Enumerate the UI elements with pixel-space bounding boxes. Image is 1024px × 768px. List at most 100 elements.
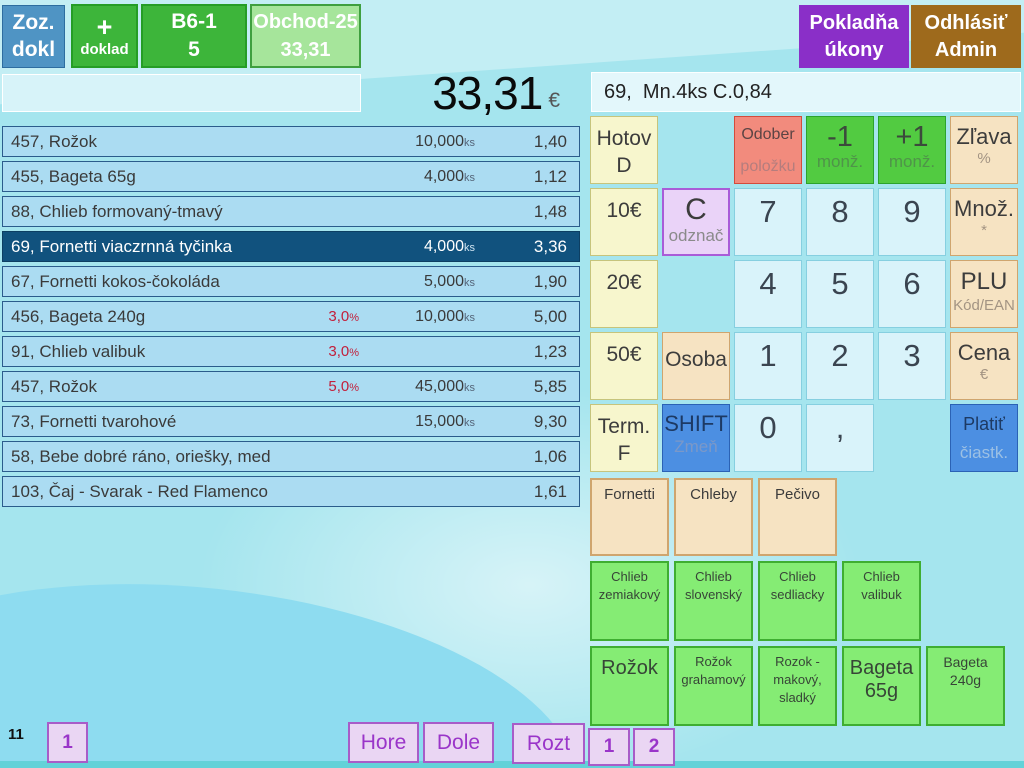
item-name: 88, Chlieb formovaný-tmavý [11, 201, 223, 221]
product-row-2: Rožok Rožok grahamový Rozok - makový, sl… [590, 646, 1005, 726]
page-1-button[interactable]: 1 [47, 722, 88, 763]
page-indicator: 11 [8, 726, 24, 743]
list-item-selected[interactable]: 69, Fornetti viaczrnná tyčinka 4,000ks 3… [2, 231, 580, 262]
list-item[interactable]: 73, Fornetti tvarohové 15,000ks 9,30 [2, 406, 580, 437]
item-price: 1,61 [533, 481, 567, 501]
remove-item-button[interactable]: Odober položku [734, 116, 802, 184]
category-row: Fornetti Chleby Pečivo [590, 478, 837, 556]
item-price: 1,90 [533, 271, 567, 291]
item-name: 69, Fornetti viaczrnná tyčinka [11, 236, 233, 256]
pay-partial-button[interactable]: Platiť čiastk. [950, 404, 1018, 472]
item-qty: 4,000ks [423, 237, 475, 255]
cash-d-button[interactable]: Hotov D [590, 116, 658, 184]
item-name: 456, Bageta 240g [11, 306, 146, 326]
keypad: Hotov D Odober položku -1 monž. +1 monž.… [590, 116, 1018, 472]
quantity-button[interactable]: Množ. * [950, 188, 1018, 256]
plus-one-qty-button[interactable]: +1 monž. [878, 116, 946, 184]
list-item[interactable]: 457, Rožok 5,0% 45,000ks 5,85 [2, 371, 580, 402]
expand-button[interactable]: Rozt [512, 723, 585, 764]
person-button[interactable]: Osoba [662, 332, 730, 400]
list-item[interactable]: 103, Čaj - Svarak - Red Flamenco 1,61 [2, 476, 580, 507]
item-discount: 3,0% [328, 308, 359, 325]
digit-7-button[interactable]: 7 [734, 188, 802, 256]
price-button[interactable]: Cena € [950, 332, 1018, 400]
cash-ops-label-2: úkony [824, 38, 884, 61]
item-name: 457, Rožok [11, 131, 97, 151]
category-chleby-button[interactable]: Chleby [674, 478, 753, 556]
item-price: 3,36 [533, 236, 567, 256]
item-qty: 5,000ks [423, 272, 475, 290]
digit-0-button[interactable]: 0 [734, 404, 802, 472]
item-name: 91, Chlieb valibuk [11, 341, 146, 361]
item-discount: 3,0% [328, 343, 359, 360]
item-name: 58, Bebe dobré ráno, oriešky, med [11, 446, 271, 466]
shop-button[interactable]: Obchod-25 33,31 [250, 4, 361, 68]
doc-list-label-2: dokl [11, 37, 56, 61]
plus-icon: + [96, 12, 113, 42]
item-name: 455, Bageta 65g [11, 166, 136, 186]
item-name: 457, Rožok [11, 376, 97, 396]
item-qty: 10,000ks [415, 307, 475, 325]
scroll-up-button[interactable]: Hore [348, 722, 419, 763]
item-price: 5,85 [533, 376, 567, 396]
list-item[interactable]: 91, Chlieb valibuk 3,0% 1,23 [2, 336, 580, 367]
product-rozok-makovy-button[interactable]: Rozok - makový, sladký [758, 646, 837, 726]
category-fornetti-button[interactable]: Fornetti [590, 478, 669, 556]
terminal-button[interactable]: B6-1 5 [141, 4, 247, 68]
doc-list-button[interactable]: Zoz. dokl [2, 5, 65, 68]
total-amount: 33,31 [432, 67, 543, 119]
digit-1-button[interactable]: 1 [734, 332, 802, 400]
item-qty: 45,000ks [415, 377, 475, 395]
shift-button[interactable]: SHIFT Zmeň [662, 404, 730, 472]
new-document-label: doklad [80, 41, 129, 58]
list-item[interactable]: 88, Chlieb formovaný-tmavý 1,48 [2, 196, 580, 227]
digit-9-button[interactable]: 9 [878, 188, 946, 256]
product-chlieb-sedliacky-button[interactable]: Chlieb sedliacky [758, 561, 837, 641]
category-pecivo-button[interactable]: Pečivo [758, 478, 837, 556]
minus-one-qty-button[interactable]: -1 monž. [806, 116, 874, 184]
product-bageta-240g-button[interactable]: Bageta 240g [926, 646, 1005, 726]
list-item[interactable]: 456, Bageta 240g 3,0% 10,000ks 5,00 [2, 301, 580, 332]
discount-button[interactable]: Zľava % [950, 116, 1018, 184]
comma-button[interactable]: , [806, 404, 874, 472]
logout-label-1: Odhlásiť [924, 11, 1008, 34]
digit-8-button[interactable]: 8 [806, 188, 874, 256]
total-display: 33,31 € [360, 68, 560, 116]
digit-3-button[interactable]: 3 [878, 332, 946, 400]
list-item[interactable]: 457, Rožok 10,000ks 1,40 [2, 126, 580, 157]
terminal-f-button[interactable]: Term. F [590, 404, 658, 472]
eur50-button[interactable]: 50€ [590, 332, 658, 400]
digit-2-button[interactable]: 2 [806, 332, 874, 400]
product-page-1-button[interactable]: 1 [588, 728, 630, 766]
shop-amount: 33,31 [280, 39, 331, 61]
list-item[interactable]: 67, Fornetti kokos-čokoláda 5,000ks 1,90 [2, 266, 580, 297]
product-chlieb-valibuk-button[interactable]: Chlieb valibuk [842, 561, 921, 641]
search-input[interactable] [2, 74, 361, 112]
list-item[interactable]: 58, Bebe dobré ráno, oriešky, med 1,06 [2, 441, 580, 472]
scroll-down-button[interactable]: Dole [423, 722, 494, 763]
item-price: 1,06 [533, 446, 567, 466]
cash-operations-button[interactable]: Pokladňa úkony [799, 5, 909, 68]
plu-button[interactable]: PLU Kód/EAN [950, 260, 1018, 328]
item-price: 1,12 [533, 166, 567, 186]
eur10-button[interactable]: 10€ [590, 188, 658, 256]
product-chlieb-zemiakovy-button[interactable]: Chlieb zemiakový [590, 561, 669, 641]
item-qty: 15,000ks [415, 412, 475, 430]
logout-button[interactable]: Odhlásiť Admin [911, 5, 1021, 68]
product-row-1: Chlieb zemiakový Chlieb slovenský Chlieb… [590, 561, 921, 641]
item-qty: 4,000ks [423, 167, 475, 185]
product-page-2-button[interactable]: 2 [633, 728, 675, 766]
product-rozok-grahamovy-button[interactable]: Rožok grahamový [674, 646, 753, 726]
digit-5-button[interactable]: 5 [806, 260, 874, 328]
status-line: 69, Mn.4ks C.0,84 [591, 72, 1021, 112]
new-document-button[interactable]: + doklad [71, 4, 138, 68]
eur20-button[interactable]: 20€ [590, 260, 658, 328]
doc-list-label-1: Zoz. [12, 11, 55, 35]
product-rozok-button[interactable]: Rožok [590, 646, 669, 726]
product-chlieb-slovensky-button[interactable]: Chlieb slovenský [674, 561, 753, 641]
digit-6-button[interactable]: 6 [878, 260, 946, 328]
list-item[interactable]: 455, Bageta 65g 4,000ks 1,12 [2, 161, 580, 192]
product-bageta-65g-button[interactable]: Bageta 65g [842, 646, 921, 726]
digit-4-button[interactable]: 4 [734, 260, 802, 328]
clear-button[interactable]: C odznač [662, 188, 730, 256]
